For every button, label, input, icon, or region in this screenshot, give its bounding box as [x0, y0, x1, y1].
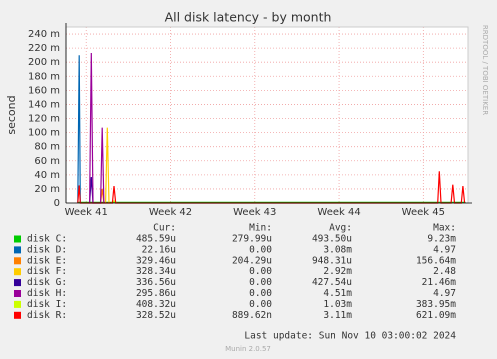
- legend-header: Min:: [249, 223, 272, 234]
- y-tick-label: 40 m: [34, 170, 60, 181]
- legend-stat: 4.97: [433, 244, 456, 255]
- legend-stat: 328.52u: [136, 310, 176, 321]
- x-tick-label: Week 41: [65, 207, 108, 218]
- legend-stat: 156.64m: [416, 255, 456, 266]
- legend-stat: 1.03m: [323, 299, 352, 310]
- legend-label: disk R:: [27, 310, 67, 321]
- legend-stat: 621.09m: [416, 310, 456, 321]
- legend-header: Max:: [433, 223, 456, 234]
- y-tick-label: 120 m: [28, 114, 60, 125]
- legend-label: disk I:: [27, 299, 67, 310]
- legend-stat: 493.50u: [312, 234, 352, 245]
- x-tick-label: Week 45: [402, 207, 445, 218]
- y-tick-label: 180 m: [28, 71, 60, 82]
- legend-swatch: [14, 300, 21, 308]
- legend-stat: 295.86u: [136, 288, 176, 299]
- legend-header: Cur:: [153, 223, 176, 234]
- y-tick-label: 220 m: [28, 43, 60, 54]
- legend-swatch: [14, 268, 21, 276]
- legend-stat: 0.00: [249, 244, 272, 255]
- legend-stat: 329.46u: [136, 255, 176, 266]
- legend-stat: 485.59u: [136, 234, 176, 245]
- legend-label: disk F:: [27, 266, 67, 277]
- x-tick-label: Week 42: [149, 207, 192, 218]
- y-tick-label: 20 m: [34, 184, 60, 195]
- legend-swatch: [14, 290, 21, 297]
- chart-title: All disk latency - by month: [165, 10, 332, 25]
- legend-stat: 204.29u: [232, 255, 272, 266]
- y-axis-label: second: [5, 95, 18, 134]
- legend-stat: 4.51m: [323, 288, 352, 299]
- y-tick-label: 160 m: [28, 85, 60, 96]
- y-tick-label: 80 m: [34, 142, 60, 153]
- legend-header: Avg:: [329, 223, 352, 234]
- plot-area: [66, 27, 468, 203]
- legend-stat: 0.00: [249, 266, 272, 277]
- watermark: RRDTOOL / TOBI OETIKER: [481, 25, 489, 115]
- legend-stat: 22.16u: [142, 244, 176, 255]
- legend-stat: 2.48: [433, 266, 456, 277]
- series-line: [105, 127, 110, 204]
- legend-stat: 9.23m: [427, 234, 456, 245]
- legend-label: disk H:: [27, 288, 67, 299]
- footer: Munin 2.0.57: [225, 345, 271, 353]
- legend-stat: 3.08m: [323, 244, 352, 255]
- legend-stat: 2.92m: [323, 266, 352, 277]
- legend-stat: 336.56u: [136, 277, 176, 288]
- legend-label: disk C:: [27, 234, 67, 245]
- y-tick-label: 100 m: [28, 128, 60, 139]
- y-tick-label: 0: [54, 198, 60, 209]
- legend-stat: 889.62n: [232, 310, 272, 321]
- legend-stat: 948.31u: [312, 255, 352, 266]
- legend-label: disk E:: [27, 255, 67, 266]
- legend-swatch: [14, 246, 21, 254]
- legend-stat: 408.32u: [136, 299, 176, 310]
- y-tick-label: 200 m: [28, 57, 60, 68]
- legend-swatch: [14, 257, 21, 265]
- series-line: [77, 55, 81, 204]
- legend-swatch: [14, 311, 21, 319]
- legend-stat: 279.99u: [232, 234, 272, 245]
- legend-stat: 383.95m: [416, 299, 456, 310]
- legend-stat: 21.46m: [422, 277, 457, 288]
- legend-swatch: [14, 235, 21, 243]
- legend-label: disk D:: [27, 244, 67, 255]
- y-tick-label: 140 m: [28, 99, 60, 110]
- legend-stat: 4.97: [433, 288, 456, 299]
- legend-stat: 328.34u: [136, 266, 176, 277]
- y-tick-label: 240 m: [28, 29, 60, 40]
- last-update: Last update: Sun Nov 10 03:00:02 2024: [244, 331, 456, 342]
- x-tick-label: Week 44: [317, 207, 360, 218]
- legend-stat: 427.54u: [312, 277, 352, 288]
- legend-stat: 3.11m: [323, 310, 352, 321]
- y-tick-label: 60 m: [34, 156, 60, 167]
- legend-stat: 0.00: [249, 288, 272, 299]
- legend-stat: 0.00: [249, 277, 272, 288]
- x-tick-label: Week 43: [233, 207, 276, 218]
- legend-label: disk G:: [27, 277, 67, 288]
- legend-stat: 0.00: [249, 299, 272, 310]
- legend-swatch: [14, 279, 21, 287]
